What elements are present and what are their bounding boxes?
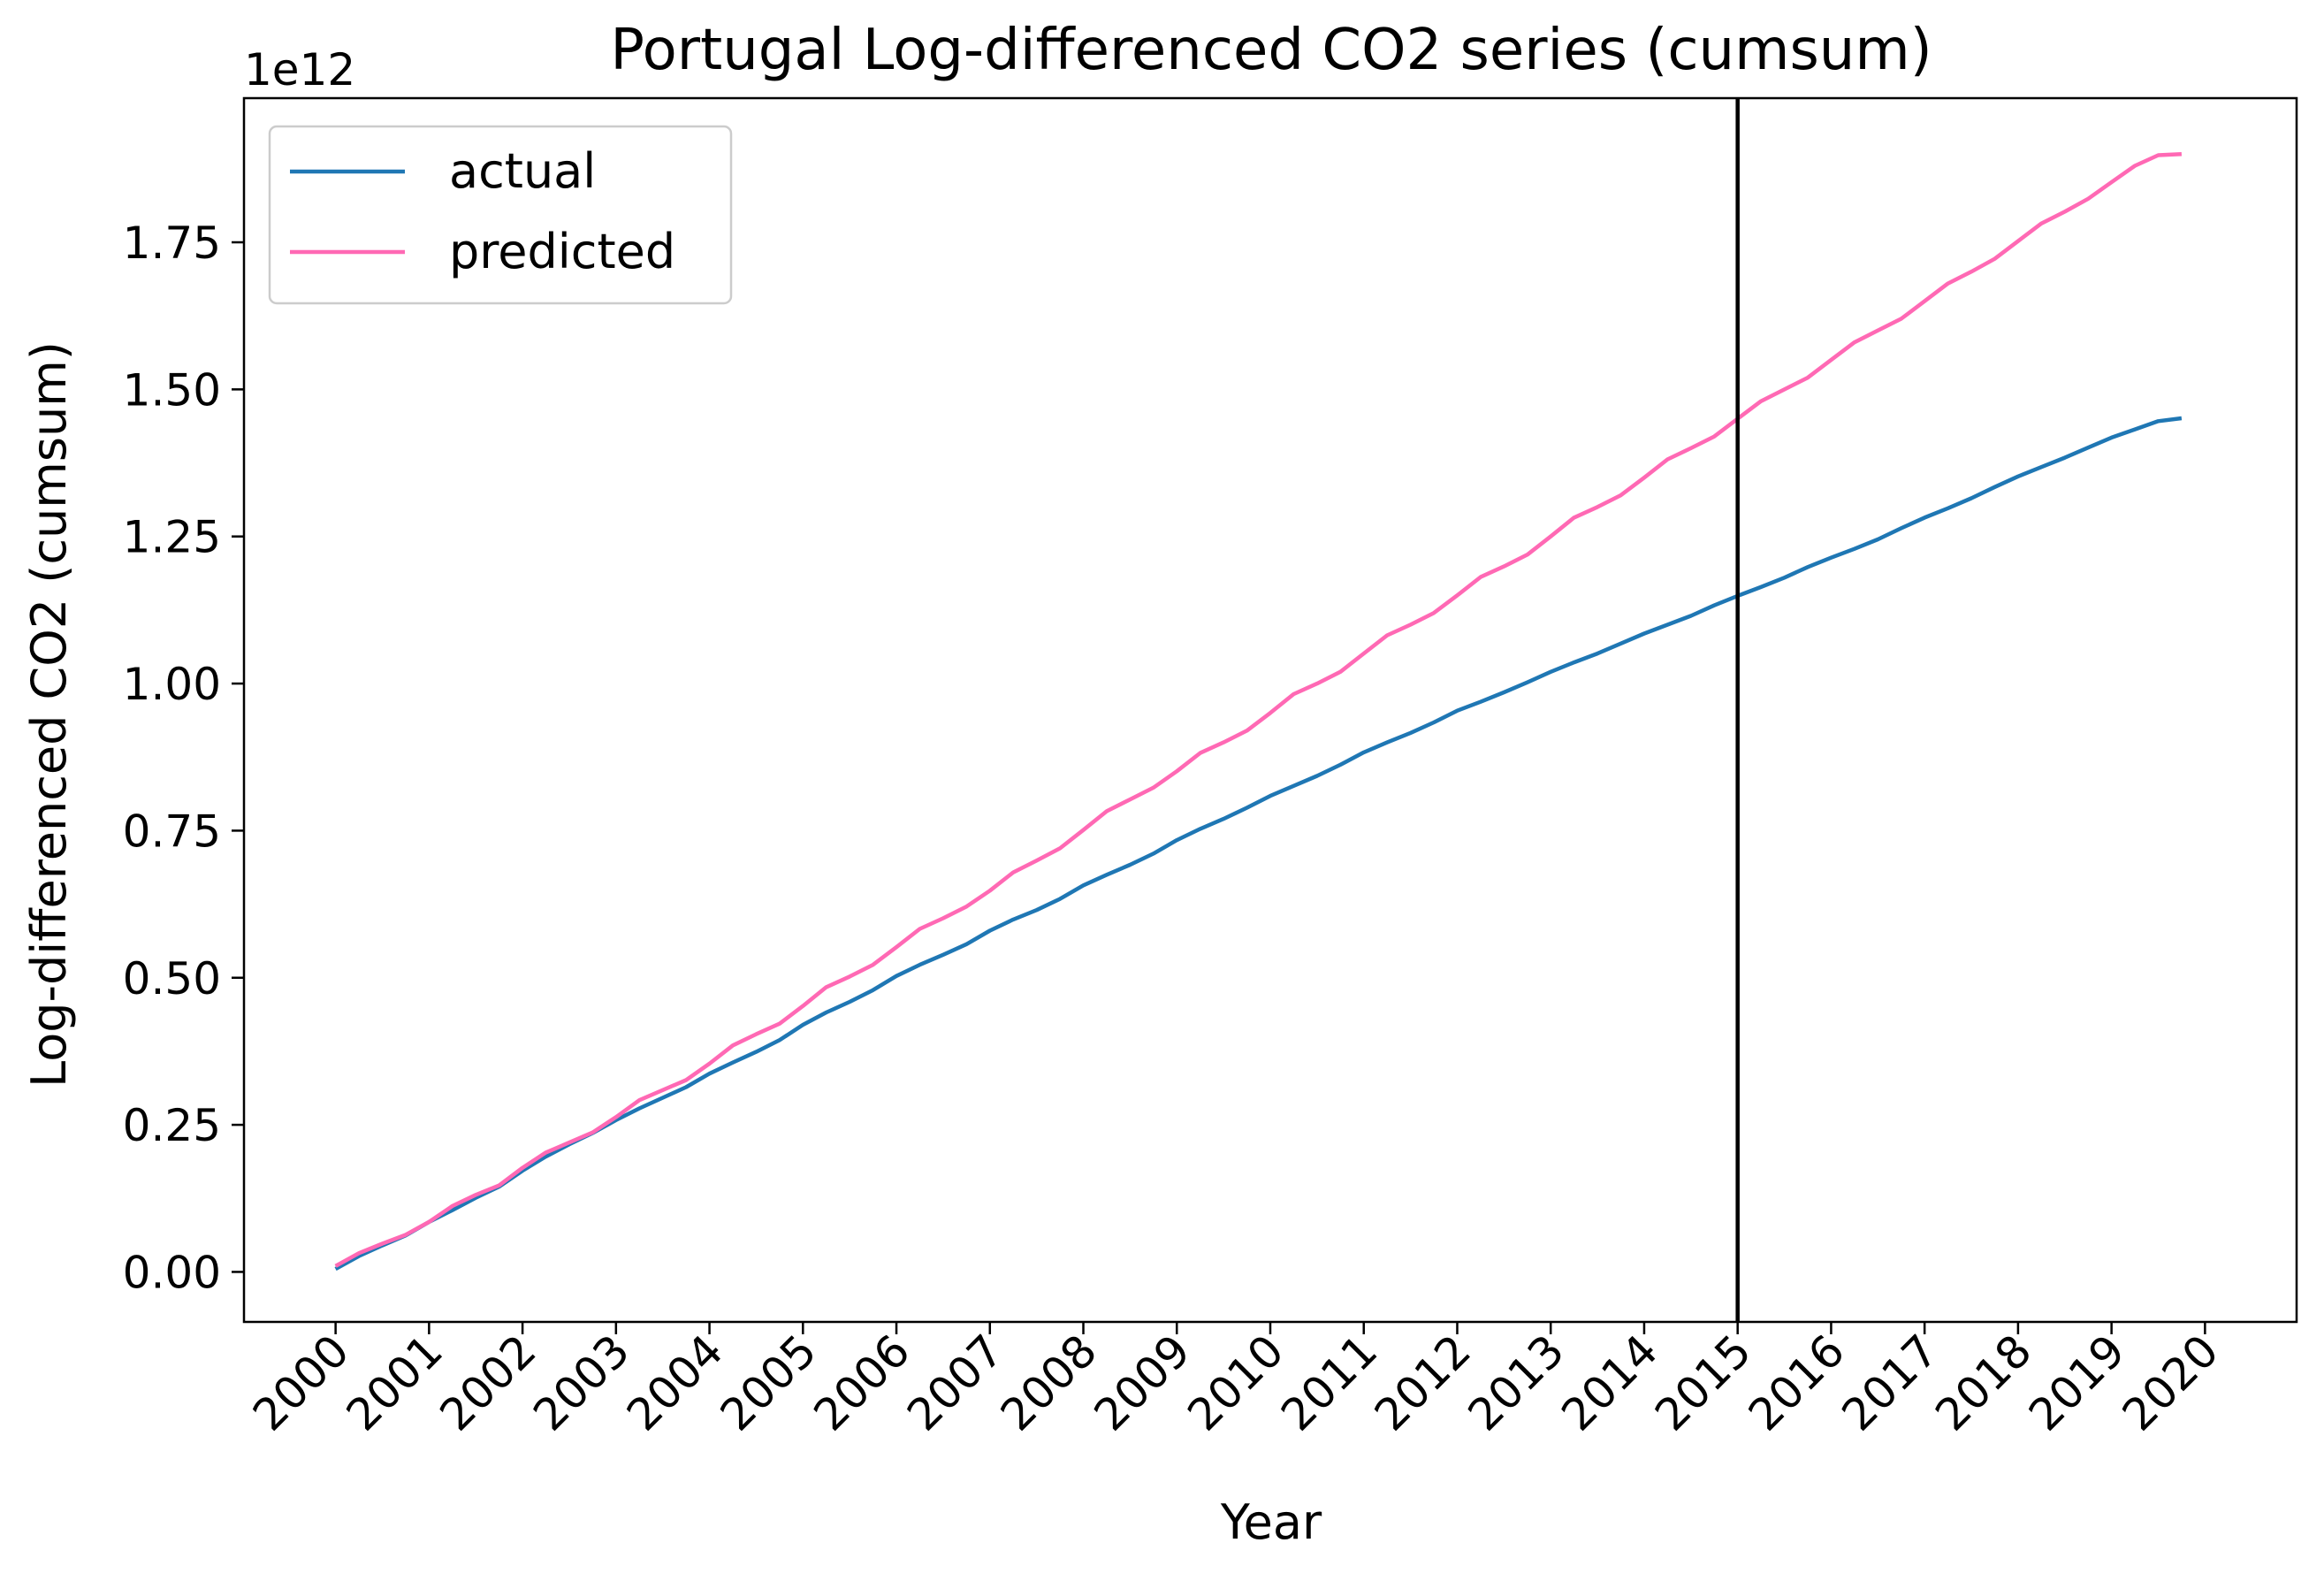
plot-area bbox=[242, 96, 2298, 1324]
y-tick-label: 1.00 bbox=[123, 659, 221, 710]
series-line-predicted bbox=[334, 151, 2183, 1268]
legend: actual predicted bbox=[268, 125, 733, 305]
y-tick-label: 0.50 bbox=[123, 953, 221, 1004]
legend-label-actual: actual bbox=[449, 143, 596, 199]
y-axis-offset-label: 1e12 bbox=[244, 44, 355, 95]
y-tick-label: 1.50 bbox=[123, 364, 221, 416]
legend-label-predicted: predicted bbox=[449, 224, 675, 279]
y-tick-label: 0.00 bbox=[123, 1247, 221, 1298]
y-tick-label: 0.75 bbox=[123, 806, 221, 857]
y-axis-label: Log-differenced CO2 (cumsum) bbox=[21, 341, 77, 1088]
y-tick-label: 1.75 bbox=[123, 218, 221, 269]
y-tick-label: 1.25 bbox=[123, 512, 221, 563]
y-axis-ticks: 0.00 0.25 0.50 0.75 1.00 1.25 1.50 1.75 bbox=[123, 218, 244, 1298]
y-tick-label: 0.25 bbox=[123, 1100, 221, 1151]
chart-title: Portugal Log-differenced CO2 series (cum… bbox=[610, 18, 1932, 83]
series-line-actual bbox=[334, 416, 2183, 1272]
x-axis-label: Year bbox=[1220, 1494, 1322, 1550]
